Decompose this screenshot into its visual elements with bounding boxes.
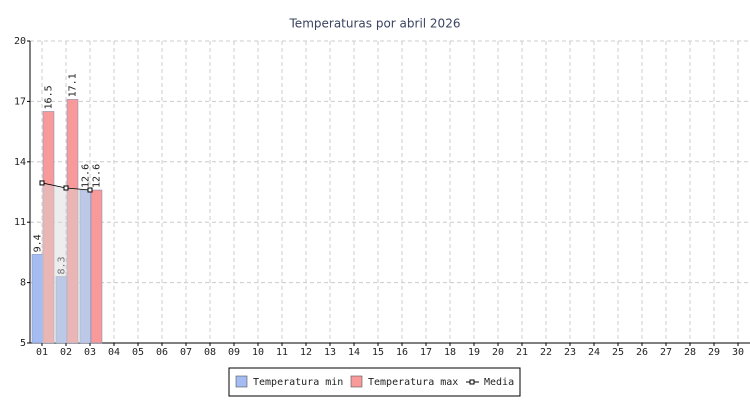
y-tick-label: 5 — [20, 338, 26, 349]
bar — [31, 254, 44, 344]
y-tick-label: 14 — [14, 157, 26, 168]
y-tick-label: 8 — [20, 278, 26, 289]
value-label: 12.6 — [92, 164, 103, 188]
x-tick-label: 26 — [636, 347, 648, 358]
legend-label: Media — [484, 377, 514, 388]
value-label: 9.4 — [33, 234, 44, 252]
x-tick-label: 13 — [324, 347, 336, 358]
x-tick-label: 27 — [660, 347, 672, 358]
x-tick-label: 11 — [276, 347, 288, 358]
x-tick-label: 12 — [300, 347, 312, 358]
x-tick-label: 20 — [492, 347, 504, 358]
x-tick-label: 24 — [588, 347, 600, 358]
legend-swatch — [235, 375, 248, 388]
media-marker — [63, 185, 69, 191]
x-tick-label: 06 — [156, 347, 168, 358]
x-tick-label: 01 — [36, 347, 48, 358]
x-tick-label: 03 — [84, 347, 96, 358]
x-tick-label: 09 — [228, 347, 240, 358]
chart-title: Temperaturas por abril 2026 — [289, 17, 461, 31]
bar — [90, 189, 103, 344]
x-tick-label: 28 — [684, 347, 696, 358]
x-tick-label: 29 — [708, 347, 720, 358]
x-tick-label: 30 — [732, 347, 744, 358]
legend-swatch — [469, 379, 475, 385]
bar — [66, 99, 79, 344]
x-tick-label: 02 — [60, 347, 72, 358]
media-area — [42, 182, 90, 343]
legend-swatch — [350, 375, 363, 388]
media-marker — [87, 187, 93, 193]
media-marker — [39, 180, 45, 186]
x-tick-label: 05 — [132, 347, 144, 358]
y-tick-label: 11 — [14, 217, 26, 228]
bar — [42, 111, 55, 344]
x-tick-label: 21 — [516, 347, 528, 358]
x-tick-label: 14 — [348, 347, 360, 358]
x-tick-label: 18 — [444, 347, 456, 358]
x-tick-label: 22 — [540, 347, 552, 358]
y-tick-label: 20 — [14, 36, 26, 47]
x-tick-label: 07 — [180, 347, 192, 358]
value-label: 16.5 — [44, 85, 55, 109]
x-tick-label: 08 — [204, 347, 216, 358]
value-label: 12.6 — [81, 164, 92, 188]
y-tick-label: 17 — [14, 96, 26, 107]
x-tick-label: 17 — [420, 347, 432, 358]
x-tick-label: 19 — [468, 347, 480, 358]
legend-label: Temperatura max — [368, 377, 458, 388]
value-label: 17.1 — [68, 73, 79, 97]
x-tick-label: 15 — [372, 347, 384, 358]
x-tick-label: 23 — [564, 347, 576, 358]
x-tick-label: 25 — [612, 347, 624, 358]
x-tick-label: 16 — [396, 347, 408, 358]
value-label: 8.3 — [57, 256, 68, 274]
x-tick-label: 04 — [108, 347, 120, 358]
legend-label: Temperatura min — [253, 377, 343, 388]
x-tick-label: 10 — [252, 347, 264, 358]
